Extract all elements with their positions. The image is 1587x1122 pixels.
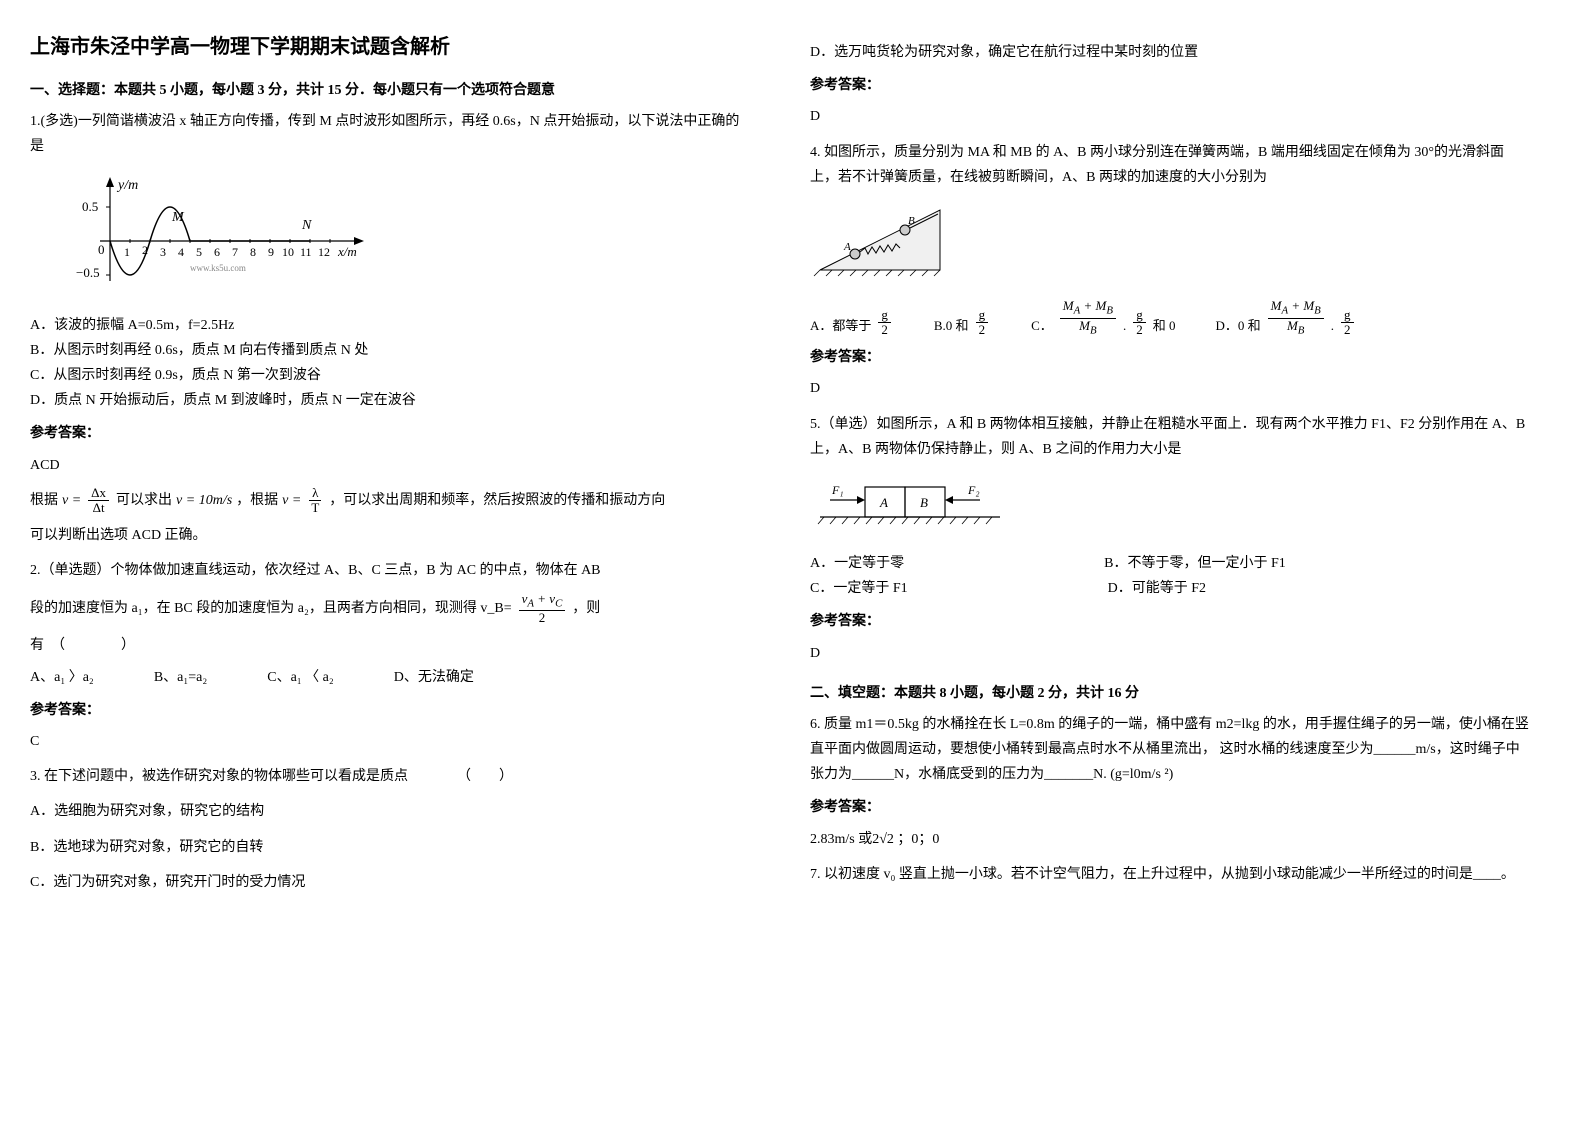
question-7: 7. 以初速度 v₀ 竖直上抛一小球。若不计空气阻力，在上升过程中，从抛到小球动… xyxy=(810,862,1530,887)
q3-optC: C．选门为研究对象，研究开门时的受力情况 xyxy=(30,870,750,895)
q2-answer-label: 参考答案： xyxy=(30,698,750,723)
question-3: 3. 在下述问题中，被选作研究对象的物体哪些可以看成是质点 （ ） A．选细胞为… xyxy=(30,764,750,895)
q1-explanation: 根据 v = ΔxΔt 可以求出 v = 10m/s ，根据 v = λT ，可… xyxy=(30,486,750,516)
q4-optD-prefix: D．0 和 xyxy=(1215,314,1260,337)
svg-text:10: 10 xyxy=(282,245,294,259)
q1-optC: C．从图示时刻再经 0.9s，质点 N 第一次到波谷 xyxy=(30,363,750,388)
svg-text:8: 8 xyxy=(250,245,256,259)
q1-optA: A．该波的振幅 A=0.5m，f=2.5Hz xyxy=(30,313,750,338)
svg-text:12: 12 xyxy=(318,245,330,259)
q3-stem: 3. 在下述问题中，被选作研究对象的物体哪些可以看成是质点 （ ） xyxy=(30,764,750,789)
q5-optA: A．一定等于零 xyxy=(810,551,904,576)
svg-text:y/m: y/m xyxy=(116,178,138,193)
q2-optC: C、a₁ 〈 a₂ xyxy=(267,665,334,690)
q4-optA-prefix: A．都等于 xyxy=(810,314,871,337)
svg-text:A: A xyxy=(843,241,851,253)
q4-answer-label: 参考答案： xyxy=(810,345,1530,370)
svg-text:−0.5: −0.5 xyxy=(76,265,100,280)
q5-stem: 5.（单选）如图所示，A 和 B 两物体相互接触，并静止在粗糙水平面上．现有两个… xyxy=(810,412,1530,462)
q2-stem2-prefix: 段的加速度恒为 a₁，在 BC 段的加速度恒为 a₂，且两者方向相同，现测得 v… xyxy=(30,596,512,621)
question-2: 2.（单选题）个物体做加速直线运动，依次经过 A、B、C 三点，B 为 AC 的… xyxy=(30,558,750,754)
svg-text:1: 1 xyxy=(124,245,130,259)
q1-explanation-end: 可以判断出选项 ACD 正确。 xyxy=(30,523,750,548)
wave-diagram: y/m x/m 0.5 −0.5 0 M N 1 2 3 4 xyxy=(70,171,750,300)
watermark: www.ks5u.com xyxy=(190,263,246,273)
svg-text:B: B xyxy=(920,495,928,510)
q3-optD: D．选万吨货轮为研究对象，确定它在航行过程中某时刻的位置 xyxy=(810,40,1530,65)
q3-answer-label: 参考答案： xyxy=(810,73,1530,98)
svg-text:0.5: 0.5 xyxy=(82,199,98,214)
q7-stem: 7. 以初速度 v₀ 竖直上抛一小球。若不计空气阻力，在上升过程中，从抛到小球动… xyxy=(810,862,1530,887)
svg-text:9: 9 xyxy=(268,245,274,259)
q5-optD: D．可能等于 F2 xyxy=(1108,576,1206,601)
q4-optC-prefix: C． xyxy=(1031,314,1053,337)
q1-stem: 1.(多选)一列简谐横波沿 x 轴正方向传播，传到 M 点时波形如图所示，再经 … xyxy=(30,109,750,159)
q2-options: A、a₁ 〉a₂ B、a₁=a₂ C、a₁ 〈 a₂ D、无法确定 xyxy=(30,665,750,690)
svg-text:11: 11 xyxy=(300,245,312,259)
q2-optA: A、a₁ 〉a₂ xyxy=(30,665,94,690)
q4-optC-mid: 和 0 xyxy=(1153,314,1176,337)
svg-text:B: B xyxy=(908,215,915,227)
block-diagram: A B F₁ F₂ xyxy=(810,472,1530,541)
svg-text:6: 6 xyxy=(214,245,220,259)
spring-diagram: A B xyxy=(810,200,1530,289)
question-4: 4. 如图所示，质量分别为 MA 和 MB 的 A、B 两小球分别连在弹簧两端，… xyxy=(810,140,1530,402)
q1-answer-label: 参考答案： xyxy=(30,421,750,446)
q1-optB: B．从图示时刻再经 0.6s，质点 M 向右传播到质点 N 处 xyxy=(30,338,750,363)
q4-answer: D xyxy=(810,376,1530,401)
q4-stem: 4. 如图所示，质量分别为 MA 和 MB 的 A、B 两小球分别连在弹簧两端，… xyxy=(810,140,1530,190)
page-title: 上海市朱泾中学高一物理下学期期末试题含解析 xyxy=(30,30,750,59)
question-5: 5.（单选）如图所示，A 和 B 两物体相互接触，并静止在粗糙水平面上．现有两个… xyxy=(810,412,1530,666)
q2-answer: C xyxy=(30,729,750,754)
q6-stem: 6. 质量 m1＝0.5kg 的水桶拴在长 L=0.8m 的绳子的一端，桶中盛有… xyxy=(810,712,1530,788)
svg-text:F₂: F₂ xyxy=(967,483,980,497)
svg-text:4: 4 xyxy=(178,245,184,259)
svg-text:M: M xyxy=(171,210,185,225)
q1-optD: D．质点 N 开始振动后，质点 M 到波峰时，质点 N 一定在波谷 xyxy=(30,388,750,413)
q4-options: A．都等于 g2 B.0 和 g2 C． MA + MBMB . g2 和 0 … xyxy=(810,299,1530,337)
svg-text:0: 0 xyxy=(98,242,105,257)
q2-stem2-suffix: ，则 xyxy=(572,596,600,621)
svg-text:A: A xyxy=(879,495,888,510)
q5-answer: D xyxy=(810,641,1530,666)
q2-stem3: 有 （ ） xyxy=(30,633,750,658)
section2-header: 二、填空题：本题共 8 小题，每小题 2 分，共计 16 分 xyxy=(810,682,1530,702)
q6-answer: 2.83m/s 或2√2 ；0；0 xyxy=(810,827,1530,852)
svg-text:N: N xyxy=(301,218,312,233)
svg-text:7: 7 xyxy=(232,245,238,259)
q5-optC: C．一定等于 F1 xyxy=(810,576,908,601)
question-6: 6. 质量 m1＝0.5kg 的水桶拴在长 L=0.8m 的绳子的一端，桶中盛有… xyxy=(810,712,1530,852)
svg-text:5: 5 xyxy=(196,245,202,259)
section1-header: 一、选择题：本题共 5 小题，每小题 3 分，共计 15 分．每小题只有一个选项… xyxy=(30,79,750,99)
svg-text:x/m: x/m xyxy=(337,244,357,259)
q3-optA: A．选细胞为研究对象，研究它的结构 xyxy=(30,799,750,824)
svg-text:F₁: F₁ xyxy=(831,483,844,497)
q5-answer-label: 参考答案： xyxy=(810,609,1530,634)
q3-answer: D xyxy=(810,104,1530,129)
q1-answer: ACD xyxy=(30,453,750,478)
q2-stem1: 2.（单选题）个物体做加速直线运动，依次经过 A、B、C 三点，B 为 AC 的… xyxy=(30,558,750,583)
svg-text:2: 2 xyxy=(142,243,148,257)
q5-optB: B．不等于零，但一定小于 F1 xyxy=(1104,551,1286,576)
q6-answer-label: 参考答案： xyxy=(810,795,1530,820)
q4-optB-prefix: B.0 和 xyxy=(934,314,969,337)
q2-optB: B、a₁=a₂ xyxy=(154,665,207,690)
q3-optB: B．选地球为研究对象，研究它的自转 xyxy=(30,835,750,860)
question-3-continued: D．选万吨货轮为研究对象，确定它在航行过程中某时刻的位置 参考答案： D xyxy=(810,40,1530,130)
svg-text:3: 3 xyxy=(160,245,166,259)
question-1: 1.(多选)一列简谐横波沿 x 轴正方向传播，传到 M 点时波形如图所示，再经 … xyxy=(30,109,750,548)
q2-optD: D、无法确定 xyxy=(394,665,474,690)
